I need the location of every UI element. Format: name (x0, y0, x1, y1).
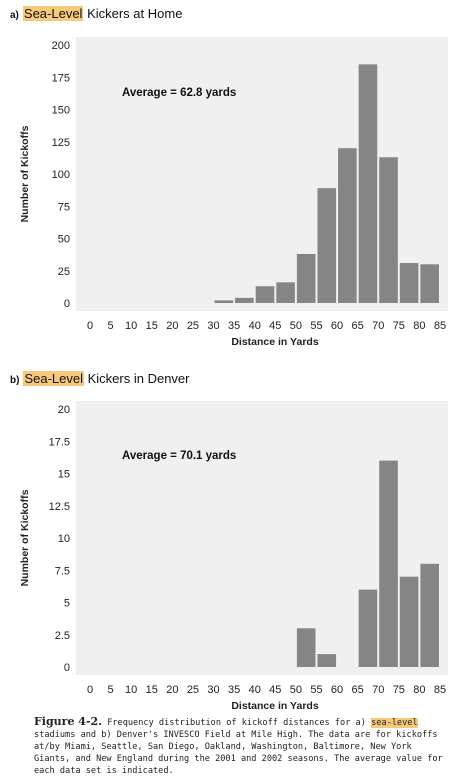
chart-a-bar-80 (420, 264, 439, 303)
chart-a-y-axis-label: Number of Kickoffs (19, 125, 31, 222)
chart-a: 0 25 50 75 100 125 150 175 200 0 5 10 15 20 25 30 35 40 45… (19, 37, 448, 348)
panel-b-title-highlight: Sea-Level (23, 371, 84, 386)
chart-b-xtick-label: 20 (166, 684, 178, 696)
chart-b-bar-65 (358, 589, 378, 667)
chart-a-ytick-label: 125 (52, 137, 70, 149)
chart-b-bar-50 (296, 628, 316, 667)
chart-a-xtick-label: 10 (125, 320, 137, 332)
chart-a-average-annotation: Average = 62.8 yards (122, 87, 236, 99)
chart-a-ytick-label: 0 (64, 298, 70, 310)
chart-a-ytick-label: 200 (52, 40, 70, 52)
chart-a-ytick-label: 175 (52, 72, 70, 84)
chart-b: 0 2.5 5 7.5 10 12.5 15 17.5 20 0 5 10 15 20 25 30 35 40 45… (19, 401, 448, 712)
chart-b-bar-70 (379, 460, 398, 667)
chart-b-xtick-label: 45 (269, 684, 281, 696)
figure-caption: Figure 4-2. Frequency distribution of ki… (34, 716, 450, 777)
chart-b-xtick-label: 35 (228, 684, 240, 696)
chart-a-bar-40 (255, 286, 275, 303)
chart-a-xtick-label: 15 (146, 320, 158, 332)
chart-b-bar-55 (317, 654, 337, 667)
chart-b-xtick-label: 70 (372, 684, 384, 696)
chart-a-ytick-label: 25 (58, 266, 70, 278)
panel-b-title: b) Sea-Level Kickers in Denver (10, 371, 189, 386)
chart-b-ytick-label: 12.5 (49, 501, 70, 513)
chart-a-bar-35 (235, 297, 254, 303)
chart-a-xtick-label: 75 (393, 320, 405, 332)
chart-a-bar-45 (276, 282, 295, 303)
chart-b-xtick-label: 75 (393, 684, 405, 696)
chart-a-xtick-label: 65 (352, 320, 364, 332)
chart-b-ytick-label: 20 (58, 404, 70, 416)
chart-b-ytick-label: 0 (64, 662, 70, 674)
chart-a-ytick-label: 75 (58, 201, 70, 213)
chart-a-xtick-label: 85 (434, 320, 446, 332)
chart-b-xtick-label: 65 (352, 684, 364, 696)
chart-a-bar-65 (358, 64, 378, 303)
chart-b-x-axis-label: Distance in Yards (231, 700, 319, 712)
caption-text-2: stadiums and b) Denver's INVESCO Field a… (34, 730, 443, 776)
chart-b-bar-75 (399, 576, 419, 667)
chart-b-xtick-label: 85 (434, 684, 446, 696)
chart-a-xtick-label: 45 (269, 320, 281, 332)
chart-a-xtick-label: 25 (187, 320, 199, 332)
chart-b-xtick-label: 25 (187, 684, 199, 696)
chart-a-xtick-label: 35 (228, 320, 240, 332)
chart-b-average-annotation: Average = 70.1 yards (122, 450, 236, 462)
chart-a-bar-60 (338, 148, 357, 303)
chart-b-xtick-label: 60 (331, 684, 343, 696)
chart-b-ytick-label: 15 (58, 469, 70, 481)
chart-b-xtick-label: 40 (249, 684, 261, 696)
chart-b-xtick-label: 10 (125, 684, 137, 696)
chart-a-xtick-label: 60 (331, 320, 343, 332)
chart-a-xtick-label: 0 (87, 320, 93, 332)
chart-b-xtick-label: 30 (207, 684, 219, 696)
chart-a-bar-30 (214, 300, 234, 303)
chart-a-bar-50 (296, 253, 316, 303)
chart-a-bar-70 (379, 157, 398, 303)
chart-b-xtick-label: 5 (108, 684, 114, 696)
chart-b-xtick-label: 55 (310, 684, 322, 696)
panel-a-title-rest: Kickers at Home (83, 6, 183, 21)
chart-a-bar-75 (399, 263, 419, 303)
panel-a-title-highlight: Sea-Level (22, 6, 84, 21)
chart-b-ytick-label: 2.5 (55, 630, 70, 642)
chart-b-bar-80 (420, 563, 439, 667)
chart-a-xtick-label: 20 (166, 320, 178, 332)
chart-a-ytick-label: 50 (58, 234, 70, 246)
chart-a-xtick-label: 30 (207, 320, 219, 332)
panel-a-letter: a) (10, 10, 19, 21)
chart-b-xtick-label: 50 (290, 684, 302, 696)
chart-b-ytick-label: 7.5 (55, 565, 70, 577)
chart-b-xtick-label: 0 (87, 684, 93, 696)
caption-figure-label: Figure 4-2. (34, 715, 103, 728)
chart-b-ytick-label: 5 (64, 598, 70, 610)
chart-b-ytick-label: 10 (58, 533, 70, 545)
chart-a-ytick-label: 100 (52, 169, 70, 181)
panel-b-letter: b) (10, 375, 20, 386)
chart-a-xtick-label: 55 (310, 320, 322, 332)
chart-b-xtick-label: 80 (413, 684, 425, 696)
chart-a-xtick-label: 80 (413, 320, 425, 332)
panel-b-title-rest: Kickers in Denver (84, 371, 190, 386)
chart-b-xtick-label: 15 (146, 684, 158, 696)
chart-a-xtick-label: 50 (290, 320, 302, 332)
chart-a-xtick-label: 5 (108, 320, 114, 332)
chart-a-xtick-label: 40 (249, 320, 261, 332)
caption-highlight: sea-level (371, 718, 418, 728)
chart-a-x-axis-label: Distance in Yards (231, 336, 319, 348)
chart-b-ytick-label: 17.5 (49, 436, 70, 448)
chart-a-ytick-label: 150 (52, 105, 70, 117)
chart-a-bar-55 (317, 188, 337, 303)
panel-a-title: a) Sea-Level Kickers at Home (10, 6, 182, 21)
chart-b-y-axis-label: Number of Kickoffs (19, 489, 31, 586)
chart-a-xtick-label: 70 (372, 320, 384, 332)
caption-text-1: Frequency distribution of kickoff distan… (102, 718, 372, 728)
